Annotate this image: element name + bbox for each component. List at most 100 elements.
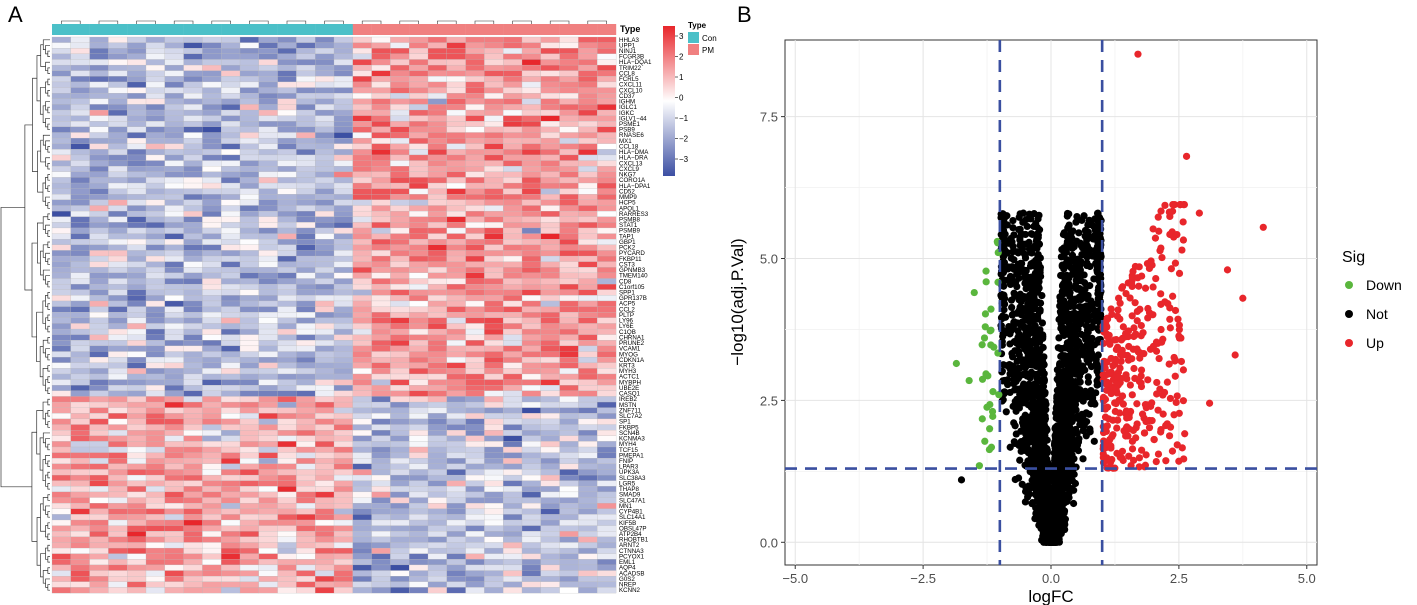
- heatmap-cell: [371, 289, 391, 296]
- heatmap-cell: [540, 42, 560, 49]
- heatmap-cell: [559, 42, 579, 49]
- heatmap-cell: [559, 570, 579, 577]
- heatmap-cell: [503, 115, 523, 122]
- heatmap-cell: [409, 441, 429, 448]
- heatmap-cell: [446, 559, 466, 566]
- heatmap-cell: [521, 446, 542, 453]
- heatmap-cell: [127, 98, 147, 105]
- heatmap-cell: [390, 182, 410, 189]
- heatmap-cell: [277, 137, 297, 144]
- heatmap-cell: [521, 519, 542, 526]
- heatmap-cell: [315, 390, 335, 397]
- heatmap-cell: [258, 553, 278, 560]
- heatmap-cell: [296, 143, 316, 150]
- heatmap-cell: [371, 418, 391, 425]
- heatmap-cell: [277, 401, 297, 408]
- heatmap-cell: [597, 413, 617, 420]
- heatmap-cell: [503, 171, 523, 178]
- heatmap-cell: [484, 407, 504, 414]
- heatmap-cell: [221, 205, 241, 212]
- heatmap-cell: [145, 323, 166, 330]
- heatmap-cell: [409, 463, 429, 470]
- heatmap-cell: [521, 295, 542, 302]
- heatmap-cell: [559, 227, 579, 234]
- heatmap-cell: [108, 356, 128, 363]
- heatmap-cell: [315, 474, 335, 481]
- heatmap-cell: [371, 385, 391, 392]
- heatmap-cell: [70, 205, 90, 212]
- heatmap-cell: [70, 373, 90, 380]
- heatmap-cell: [258, 559, 278, 566]
- heatmap-cell: [578, 547, 598, 554]
- heatmap-cell: [446, 345, 466, 352]
- heatmap-cell: [597, 160, 617, 167]
- heatmap-cell: [371, 328, 391, 335]
- heatmap-cell: [277, 250, 297, 257]
- heatmap-cell: [484, 458, 504, 465]
- heatmap-cell: [446, 87, 466, 94]
- heatmap-cell: [258, 289, 278, 296]
- dendrogram-branch: [47, 421, 50, 428]
- heatmap-cell: [258, 70, 278, 77]
- heatmap-cell: [446, 76, 466, 83]
- dendrogram-branch: [47, 258, 50, 265]
- heatmap-cell: [221, 312, 241, 319]
- heatmap-cell: [296, 514, 316, 521]
- heatmap-cell: [427, 115, 448, 122]
- heatmap-cell: [183, 424, 203, 431]
- heatmap-cell: [578, 531, 598, 538]
- heatmap-cell: [127, 171, 147, 178]
- heatmap-cell: [164, 441, 184, 448]
- heatmap-cell: [371, 267, 391, 274]
- heatmap-cell: [521, 474, 542, 481]
- heatmap-cell: [390, 514, 410, 521]
- heatmap-cell: [145, 182, 166, 189]
- heatmap-cell: [578, 222, 598, 229]
- gene-label: CXCL13: [619, 160, 643, 167]
- heatmap-cell: [145, 362, 166, 369]
- heatmap-cell: [427, 446, 448, 453]
- heatmap-cell: [578, 210, 598, 217]
- heatmap-cell: [202, 76, 222, 83]
- heatmap-cell: [296, 272, 316, 279]
- heatmap-cell: [239, 194, 260, 201]
- heatmap-cell: [352, 519, 372, 526]
- heatmap-cell: [540, 272, 560, 279]
- heatmap-cell: [390, 149, 410, 156]
- heatmap-cell: [277, 295, 297, 302]
- heatmap-cell: [446, 143, 466, 150]
- dendrogram-branch: [36, 517, 41, 566]
- heatmap-cell: [390, 48, 410, 55]
- heatmap-cell: [540, 64, 560, 71]
- heatmap-cell: [70, 559, 90, 566]
- heatmap-cell: [51, 503, 72, 509]
- heatmap-cell: [371, 59, 391, 66]
- heatmap-cell: [145, 154, 166, 161]
- not-point: [1027, 215, 1035, 223]
- heatmap-cell: [164, 531, 184, 538]
- gene-label: MYH3: [619, 368, 637, 375]
- heatmap-cell: [446, 469, 466, 476]
- heatmap-cell: [427, 312, 448, 319]
- heatmap-cell: [578, 379, 598, 386]
- heatmap-cell: [108, 227, 128, 234]
- heatmap-cell: [409, 177, 429, 184]
- heatmap-cell: [296, 132, 316, 139]
- heatmap-cell: [89, 317, 109, 324]
- gene-label: UPP1: [619, 42, 636, 49]
- gene-label: GPNMB3: [619, 267, 646, 274]
- heatmap-cell: [559, 435, 579, 442]
- column-dendrogram-branch: [286, 20, 307, 24]
- heatmap-cell: [108, 531, 128, 538]
- heatmap-cell: [108, 166, 128, 173]
- heatmap-cell: [352, 244, 372, 251]
- heatmap-cell: [503, 76, 523, 83]
- heatmap-cell: [183, 272, 203, 279]
- heatmap-cell: [446, 328, 466, 335]
- heatmap-cell: [446, 132, 466, 139]
- heatmap-cell: [333, 396, 354, 403]
- heatmap-cell: [239, 255, 260, 262]
- heatmap-cell: [409, 503, 429, 509]
- heatmap-cell: [315, 278, 335, 285]
- heatmap-cell: [371, 379, 391, 386]
